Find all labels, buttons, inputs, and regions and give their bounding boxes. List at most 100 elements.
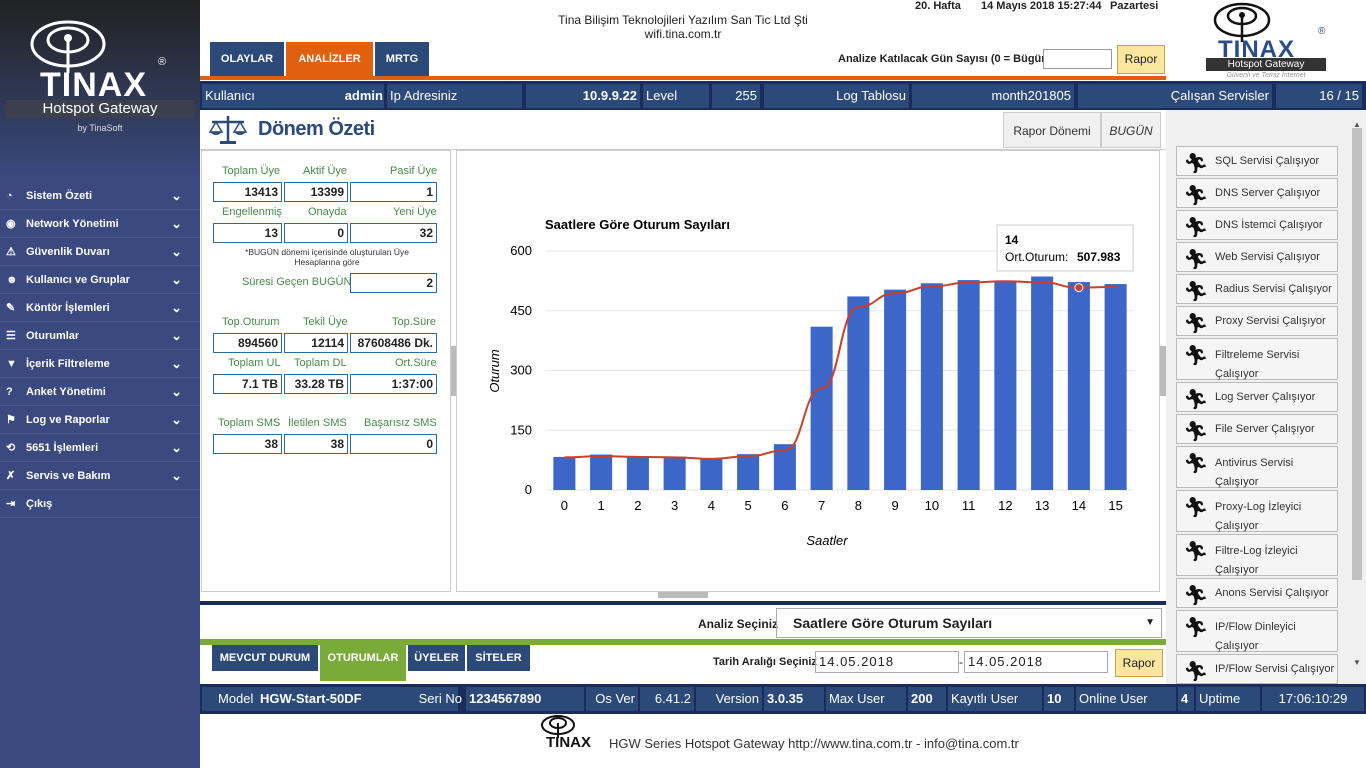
bar[interactable] bbox=[920, 283, 943, 490]
service-label: IP/Flow Servisi Çalışıyor bbox=[1215, 663, 1335, 675]
running-man-icon: 🏃︎ bbox=[1183, 585, 1209, 607]
tab-oturumlar[interactable]: OTURUMLAR bbox=[320, 645, 406, 681]
osver-value: 6.41.2 bbox=[640, 687, 694, 711]
company-url: wifi.tina.com.tr bbox=[644, 27, 722, 41]
sidebar-item-1[interactable]: ◉ Network Yönetimi ⌄ bbox=[0, 210, 200, 238]
service-item[interactable]: 🏃︎ Antivirus Servisi Çalışıyor bbox=[1176, 446, 1338, 488]
service-item[interactable]: 🏃︎ DNS İstemci Çalışıyor bbox=[1176, 210, 1338, 240]
online-user-value: 4 bbox=[1178, 687, 1194, 711]
bar[interactable] bbox=[553, 456, 576, 490]
scroll-up-icon[interactable]: ▲ bbox=[1353, 120, 1361, 129]
uptime-value: 17:06:10:29 bbox=[1262, 687, 1364, 711]
antenna-logo-icon bbox=[541, 715, 575, 738]
chevron-down-icon: ⌄ bbox=[171, 216, 182, 231]
sidebar-item-8[interactable]: ⚑ Log ve Raporlar ⌄ bbox=[0, 406, 200, 434]
service-item[interactable]: 🏃︎ DNS Server Çalışıyor bbox=[1176, 178, 1338, 208]
service-item[interactable]: 🏃︎ Radius Servisi Çalışıyor bbox=[1176, 274, 1338, 304]
service-item[interactable]: 🏃︎ IP/Flow Dinleyici Çalışıyor bbox=[1176, 610, 1338, 652]
bar[interactable] bbox=[1031, 276, 1054, 490]
bar[interactable] bbox=[626, 456, 649, 490]
service-label: IP/Flow Dinleyici Çalışıyor bbox=[1215, 621, 1296, 652]
sidebar-item-10[interactable]: ✗ Servis ve Bakım ⌄ bbox=[0, 462, 200, 490]
day-count-input[interactable] bbox=[1043, 49, 1112, 69]
rapor-button-bottom[interactable]: Rapor bbox=[1115, 649, 1163, 677]
service-item[interactable]: 🏃︎ Anons Servisi Çalışıyor bbox=[1176, 578, 1338, 608]
x-tick-label: 7 bbox=[818, 498, 825, 513]
sidebar-item-7[interactable]: ? Anket Yönetimi ⌄ bbox=[0, 378, 200, 406]
service-item[interactable]: 🏃︎ File Server Çalışıyor bbox=[1176, 414, 1338, 444]
service-label: Proxy Servisi Çalışıyor bbox=[1215, 315, 1326, 327]
service-item[interactable]: 🏃︎ Proxy Servisi Çalışıyor bbox=[1176, 306, 1338, 336]
bar[interactable] bbox=[1104, 284, 1127, 490]
date-separator: - bbox=[959, 655, 963, 669]
splitter-handle[interactable] bbox=[451, 346, 456, 396]
stat-label: Engellenmiş bbox=[222, 206, 282, 218]
bar[interactable] bbox=[994, 280, 1017, 490]
filter-icon: ▼ bbox=[6, 358, 17, 370]
bar[interactable] bbox=[663, 456, 686, 490]
sidebar-item-3[interactable]: ☻ Kullanıcı ve Gruplar ⌄ bbox=[0, 266, 200, 294]
stat-label: Onayda bbox=[308, 206, 347, 218]
tab-uyeler[interactable]: ÜYELER bbox=[408, 645, 465, 671]
tab-siteler[interactable]: SİTELER bbox=[467, 645, 530, 671]
services-value: 16 / 15 bbox=[1276, 84, 1364, 108]
bar[interactable] bbox=[810, 326, 833, 490]
dropdown-arrow-icon: ▼ bbox=[1145, 617, 1155, 628]
sidebar-item-9[interactable]: ⟲ 5651 İşlemleri ⌄ bbox=[0, 434, 200, 462]
services-panel: 🏃︎ SQL Servisi Çalışıyor 🏃︎ DNS Server Çalı… bbox=[1166, 110, 1366, 684]
bar[interactable] bbox=[773, 444, 796, 490]
stat-value: 38 bbox=[284, 434, 348, 454]
sidebar-item-6[interactable]: ▼ İçerik Filtreleme ⌄ bbox=[0, 350, 200, 378]
stat-value: 0 bbox=[350, 434, 437, 454]
bar[interactable] bbox=[957, 280, 980, 490]
analiz-select[interactable]: Saatlere Göre Oturum Sayıları ▼ bbox=[776, 608, 1162, 638]
bar[interactable] bbox=[737, 454, 760, 490]
osver-label: Os Ver bbox=[586, 687, 638, 711]
tab-rapor-donemi[interactable]: Rapor Dönemi bbox=[1003, 112, 1101, 148]
running-man-icon: 🏃︎ bbox=[1183, 661, 1209, 683]
tab-olaylar[interactable]: OLAYLAR bbox=[210, 42, 284, 76]
tab-mrtg[interactable]: MRTG bbox=[375, 42, 429, 76]
tab-analizler[interactable]: ANALİZLER bbox=[286, 42, 373, 76]
splitter-handle[interactable] bbox=[1160, 346, 1166, 396]
history-icon: ⟲ bbox=[6, 442, 16, 454]
stats-panel: Toplam Üye Aktif Üye Pasif Üye 13413 133… bbox=[201, 150, 451, 592]
start-date-input[interactable]: 14.05.2018 bbox=[815, 651, 959, 673]
scrollbar[interactable]: ▲ ▼ bbox=[1350, 120, 1364, 684]
service-item[interactable]: 🏃︎ Filtre-Log İzleyici Çalışıyor bbox=[1176, 534, 1338, 576]
service-item[interactable]: 🏃︎ Log Server Çalışıyor bbox=[1176, 382, 1338, 412]
sidebar-item-0[interactable]: ◔ Sistem Özeti ⌄ bbox=[0, 182, 200, 210]
sidebar-item-11[interactable]: ⇥ Çıkış bbox=[0, 490, 200, 518]
tab-bugun[interactable]: BUGÜN bbox=[1101, 112, 1161, 148]
service-label: File Server Çalışıyor bbox=[1215, 423, 1315, 435]
service-item[interactable]: 🏃︎ SQL Servisi Çalışıyor bbox=[1176, 146, 1338, 176]
service-item[interactable]: 🏃︎ Web Servisi Çalışıyor bbox=[1176, 242, 1338, 272]
registered-mark: ® bbox=[1318, 26, 1326, 37]
service-item[interactable]: 🏃︎ IP/Flow Servisi Çalışıyor bbox=[1176, 654, 1338, 684]
service-label: DNS İstemci Çalışıyor bbox=[1215, 219, 1323, 231]
scrollbar-thumb[interactable] bbox=[1352, 128, 1362, 580]
sidebar-item-label: Oturumlar bbox=[26, 330, 80, 342]
end-date-input[interactable]: 14.05.2018 bbox=[964, 651, 1108, 673]
sidebar-item-4[interactable]: ✎ Köntör İşlemleri ⌄ bbox=[0, 294, 200, 322]
tooltip-label: Ort.Oturum: bbox=[1005, 250, 1068, 264]
splitter-handle[interactable] bbox=[658, 592, 708, 598]
tab-mevcut-durum[interactable]: MEVCUT DURUM bbox=[212, 645, 318, 671]
system-info-bar: Model HGW-Start-50DF Seri No 1234567890 … bbox=[200, 684, 1366, 714]
sidebar-item-5[interactable]: ☰ Oturumlar ⌄ bbox=[0, 322, 200, 350]
sidebar-item-2[interactable]: ⚠ Güvenlik Duvarı ⌄ bbox=[0, 238, 200, 266]
line-point-highlight[interactable] bbox=[1074, 283, 1084, 293]
service-item[interactable]: 🏃︎ Proxy-Log İzleyici Çalışıyor bbox=[1176, 490, 1338, 532]
service-item[interactable]: 🏃︎ Filtreleme Servisi Çalışıyor bbox=[1176, 338, 1338, 380]
question-icon: ? bbox=[6, 386, 13, 398]
running-man-icon: 🏃︎ bbox=[1183, 541, 1209, 563]
bar[interactable] bbox=[884, 289, 907, 490]
rapor-button-top[interactable]: Rapor bbox=[1117, 45, 1165, 74]
sidebar-item-label: Çıkış bbox=[26, 498, 53, 510]
bar[interactable] bbox=[847, 296, 870, 490]
x-tick-label: 2 bbox=[634, 498, 641, 513]
bar[interactable] bbox=[590, 454, 613, 490]
bar[interactable] bbox=[1067, 282, 1090, 490]
bar[interactable] bbox=[700, 458, 723, 490]
scroll-down-icon[interactable]: ▼ bbox=[1353, 658, 1361, 667]
